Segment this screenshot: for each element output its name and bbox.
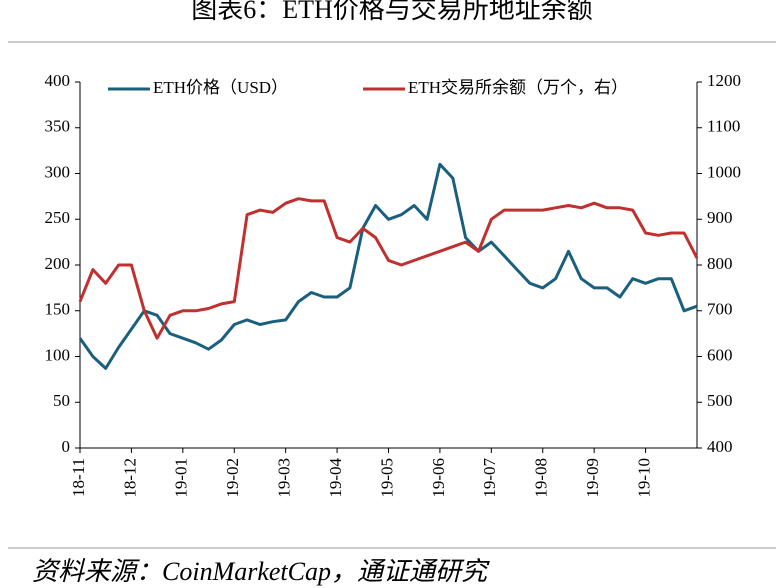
y2-tick-label: 500 (707, 391, 733, 410)
x-tick-label: 19-09 (583, 458, 602, 498)
y2-tick-label: 800 (707, 254, 733, 273)
y2-tick-label: 700 (707, 300, 733, 319)
x-tick-label: 19-08 (532, 458, 551, 498)
legend-label: ETH价格（USD） (153, 78, 288, 97)
y-tick-label: 300 (45, 162, 71, 181)
y2-tick-label: 1000 (707, 162, 741, 181)
y2-tick-label: 600 (707, 345, 733, 364)
y2-tick-label: 1100 (707, 117, 740, 136)
y2-tick-label: 900 (707, 208, 733, 227)
y-tick-label: 250 (45, 208, 71, 227)
x-tick-label: 19-06 (429, 458, 448, 498)
chart-title: 图表6：ETH价格与交易所地址余额 (191, 0, 593, 24)
source-note: 资料来源：CoinMarketCap，通证通研究 (32, 557, 490, 586)
x-tick-label: 19-03 (275, 458, 294, 498)
y-tick-label: 50 (53, 391, 70, 410)
y-tick-label: 100 (45, 345, 71, 364)
series-line (78, 197, 699, 340)
series-line (78, 162, 698, 370)
y-tick-label: 400 (45, 71, 71, 90)
y-tick-label: 350 (45, 117, 71, 136)
legend-label: ETH交易所余额（万个，右） (408, 78, 628, 97)
x-tick-label: 19-07 (480, 458, 499, 498)
y2-tick-label: 1200 (707, 71, 741, 90)
x-tick-label: 18-11 (69, 458, 88, 497)
y-tick-label: 150 (45, 300, 71, 319)
x-tick-label: 19-10 (634, 458, 653, 498)
y2-tick-label: 400 (707, 437, 733, 456)
x-tick-label: 19-04 (326, 458, 345, 498)
x-tick-label: 19-02 (223, 458, 242, 498)
x-tick-label: 18-12 (120, 458, 139, 498)
y-tick-label: 0 (62, 437, 71, 456)
x-tick-label: 19-01 (172, 458, 191, 498)
y-tick-label: 200 (45, 254, 71, 273)
x-tick-label: 19-05 (377, 458, 396, 498)
